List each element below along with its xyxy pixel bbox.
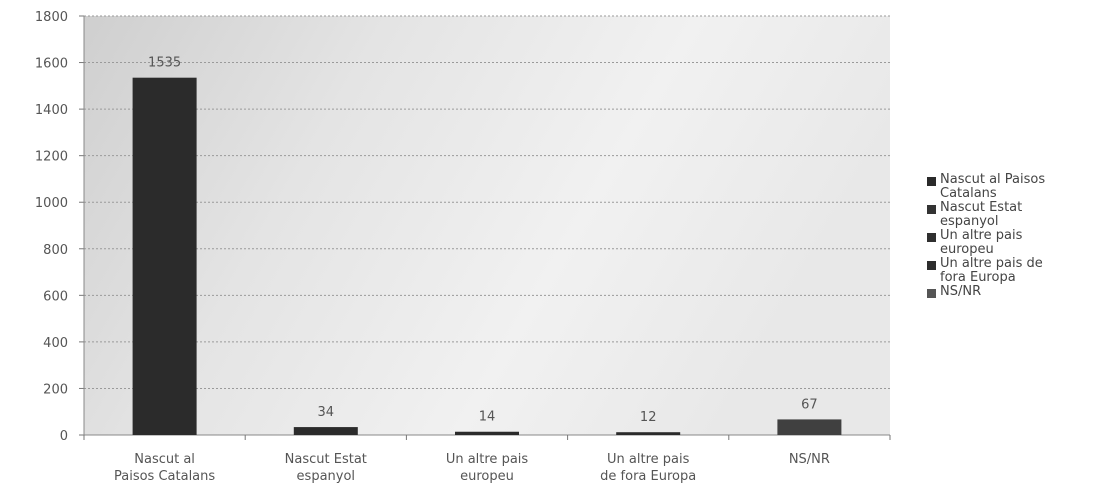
data-label: 12 — [640, 410, 657, 425]
legend-label: Un altre pais de fora Europa — [940, 256, 1043, 285]
data-label: 14 — [479, 410, 496, 425]
bar — [616, 432, 681, 435]
x-tick-label-line: Un altre pais — [607, 452, 690, 467]
data-label: 1535 — [148, 56, 181, 71]
legend-item: NS/NR — [927, 285, 1102, 299]
x-tick-label: Nascut al Paisos Catalans — [114, 452, 215, 484]
y-tick-label: 0 — [60, 429, 68, 444]
legend-label: Nascut al Paisos Catalans — [940, 172, 1046, 201]
y-tick-label: 1800 — [35, 10, 68, 25]
legend-item: Un altre pais de fora Europa — [927, 257, 1102, 285]
data-labels: 1535 34 14 12 67 — [148, 56, 818, 426]
y-tick-label: 1400 — [35, 103, 68, 118]
legend-label: Un altre pais europeu — [940, 228, 1023, 257]
y-tick-label: 400 — [43, 336, 68, 351]
y-tick-label: 200 — [43, 382, 68, 397]
legend-swatch — [927, 261, 936, 270]
legend-label: Nascut Estat espanyol — [940, 200, 1023, 229]
bar — [132, 77, 197, 436]
data-label: 34 — [318, 405, 335, 420]
legend-item: Nascut Estat espanyol — [927, 201, 1102, 229]
y-tick-label: 600 — [43, 289, 68, 304]
x-tick-label-line: Nascut al — [134, 452, 195, 467]
x-tick-label-line: NS/NR — [789, 452, 830, 467]
x-tick-label-line: Paisos Catalans — [114, 469, 215, 484]
x-tick-label: Nascut Estat espanyol — [285, 452, 367, 484]
y-tick-labels: 0 200 400 600 800 1000 1200 1400 1600 1800 — [35, 10, 68, 444]
legend-swatch — [927, 177, 936, 186]
bar — [777, 419, 842, 435]
y-tick-label: 1600 — [35, 57, 68, 72]
legend-item: Un altre pais europeu — [927, 229, 1102, 257]
legend-swatch — [927, 289, 936, 298]
bar — [293, 427, 358, 435]
x-tick-label-line: Un altre pais — [446, 452, 529, 467]
bar — [455, 431, 519, 435]
plot-background — [84, 16, 890, 435]
x-tick-label-line: Nascut Estat — [285, 452, 367, 467]
y-tick-label: 1200 — [35, 150, 68, 165]
bars — [132, 77, 842, 436]
data-label: 67 — [801, 397, 818, 412]
x-tick-labels: Nascut al Paisos Catalans Nascut Estat espa… — [114, 452, 830, 484]
x-tick-label: Un altre pais europeu — [446, 452, 529, 484]
x-tick-label: NS/NR — [789, 452, 830, 467]
legend-swatch — [927, 233, 936, 242]
legend-item: Nascut al Paisos Catalans — [927, 173, 1102, 201]
legend-label: NS/NR — [940, 284, 982, 299]
x-tick-label-line: espanyol — [297, 469, 356, 484]
legend: Nascut al Paisos Catalans Nascut Estat espa… — [927, 173, 1102, 299]
x-tick-label-line: de fora Europa — [600, 469, 696, 484]
x-tick-label: Un altre pais de fora Europa — [600, 452, 696, 484]
x-tick-label-line: europeu — [460, 469, 514, 484]
y-tick-label: 1000 — [35, 196, 68, 211]
legend-swatch — [927, 205, 936, 214]
y-tick-label: 800 — [43, 243, 68, 258]
